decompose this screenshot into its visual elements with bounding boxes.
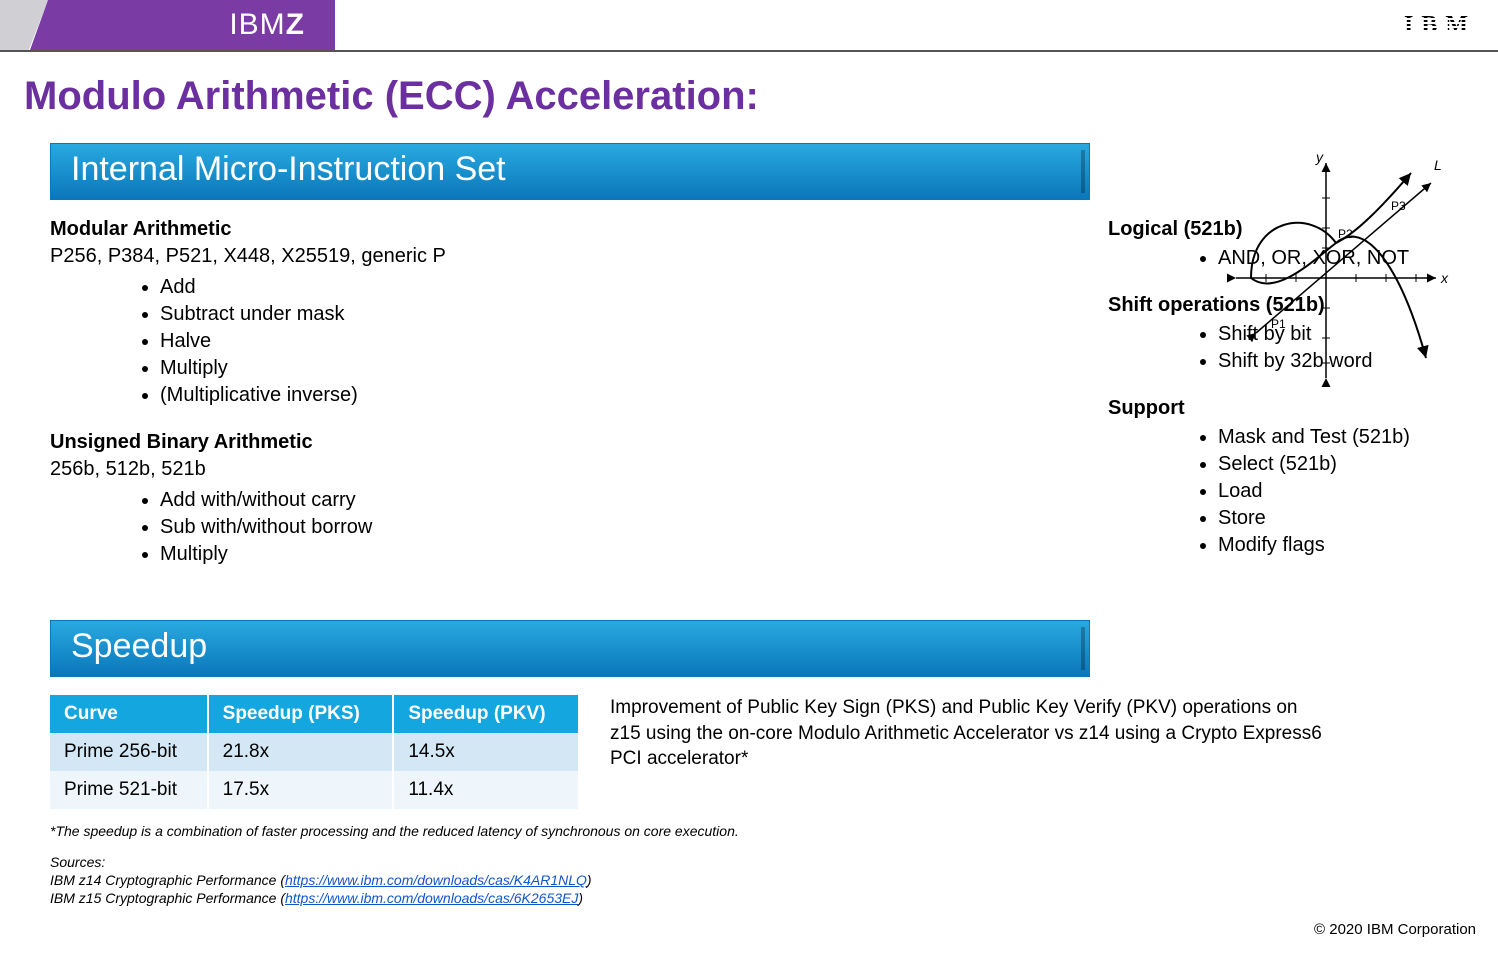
brand-bold: Z (286, 8, 305, 42)
source-text: IBM z14 Cryptographic Performance ( (50, 872, 285, 888)
item: Subtract under mask (160, 301, 1068, 328)
source-link[interactable]: https://www.ibm.com/downloads/cas/6K2653… (285, 890, 578, 906)
group: Unsigned Binary Arithmetic 256b, 512b, 5… (50, 431, 1068, 568)
group-title: Modular Arithmetic (50, 218, 1068, 241)
cell: 21.8x (208, 733, 394, 771)
source-link[interactable]: https://www.ibm.com/downloads/cas/K4AR1N… (285, 872, 587, 888)
group-items: Add with/without carry Sub with/without … (160, 487, 1068, 568)
ibm-logo: IBM (1404, 12, 1476, 39)
axis-y-label: y (1315, 149, 1324, 165)
p2-label: P2 (1338, 227, 1353, 241)
item: Select (521b) (1218, 451, 1448, 478)
speedup-table: Curve Speedup (PKS) Speedup (PKV) Prime … (50, 695, 580, 809)
axis-x-label: x (1440, 270, 1449, 286)
sources-label: Sources: (50, 853, 1448, 871)
item: Halve (160, 328, 1068, 355)
group: Modular Arithmetic P256, P384, P521, X44… (50, 218, 1068, 409)
section-header-instructions: Internal Micro-Instruction Set (50, 143, 1090, 200)
col-left: Modular Arithmetic P256, P384, P521, X44… (50, 218, 1068, 590)
source-line: IBM z15 Cryptographic Performance (https… (50, 889, 1448, 907)
cell: 14.5x (393, 733, 579, 771)
speedup-description: Improvement of Public Key Sign (PKS) and… (610, 695, 1330, 809)
copyright: © 2020 IBM Corporation (1314, 921, 1476, 938)
footnote: *The speedup is a combination of faster … (50, 823, 1448, 839)
group-items: Mask and Test (521b) Select (521b) Load … (1218, 424, 1448, 559)
col-header: Curve (50, 695, 208, 733)
item: Add (160, 274, 1068, 301)
item: Load (1218, 478, 1448, 505)
ecc-curve-diagram: y x L P1 P2 P3 (1216, 148, 1456, 388)
section-header-speedup: Speedup (50, 620, 1090, 677)
table-row: Prime 256-bit 21.8x 14.5x (50, 733, 579, 771)
sources: Sources: IBM z14 Cryptographic Performan… (50, 853, 1448, 908)
item: (Multiplicative inverse) (160, 382, 1068, 409)
group: Support Mask and Test (521b) Select (521… (1108, 397, 1448, 559)
brand-prefix: IBM (229, 8, 285, 42)
item: Store (1218, 505, 1448, 532)
item: Mask and Test (521b) (1218, 424, 1448, 451)
page-title: Modulo Arithmetic (ECC) Acceleration: (24, 74, 1498, 119)
group-title: Unsigned Binary Arithmetic (50, 431, 1068, 454)
line-l-label: L (1434, 157, 1442, 173)
item: Modify flags (1218, 532, 1448, 559)
cell: 11.4x (393, 771, 579, 809)
item: Sub with/without borrow (160, 514, 1068, 541)
table-row: Prime 521-bit 17.5x 11.4x (50, 771, 579, 809)
p3-label: P3 (1391, 199, 1406, 213)
source-after: ) (578, 890, 583, 906)
p1-label: P1 (1271, 317, 1286, 331)
ibm-z-badge: IBM Z (30, 0, 335, 50)
source-text: IBM z15 Cryptographic Performance ( (50, 890, 285, 906)
group-subtitle: 256b, 512b, 521b (50, 458, 1068, 481)
cell: Prime 256-bit (50, 733, 208, 771)
col-header: Speedup (PKS) (208, 695, 394, 733)
source-after: ) (587, 872, 592, 888)
col-header: Speedup (PKV) (393, 695, 579, 733)
item: Multiply (160, 541, 1068, 568)
cell: Prime 521-bit (50, 771, 208, 809)
item: Multiply (160, 355, 1068, 382)
group-title: Support (1108, 397, 1448, 420)
group-items: Add Subtract under mask Halve Multiply (… (160, 274, 1068, 409)
top-bar: IBM Z IBM (0, 0, 1498, 52)
group-subtitle: P256, P384, P521, X448, X25519, generic … (50, 245, 1068, 268)
source-line: IBM z14 Cryptographic Performance (https… (50, 871, 1448, 889)
speedup-row: Curve Speedup (PKS) Speedup (PKV) Prime … (50, 695, 1448, 809)
speedup-section: Speedup Curve Speedup (PKS) Speedup (PKV… (50, 620, 1448, 908)
cell: 17.5x (208, 771, 394, 809)
item: Add with/without carry (160, 487, 1068, 514)
